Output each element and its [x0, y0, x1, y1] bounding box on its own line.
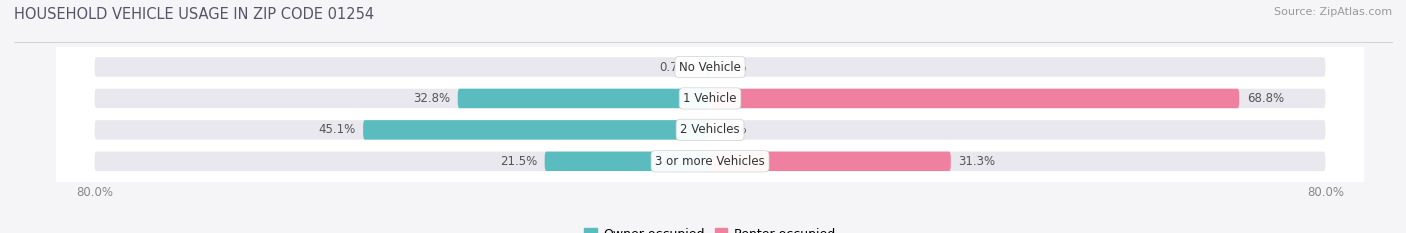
Text: 2 Vehicles: 2 Vehicles [681, 123, 740, 136]
FancyBboxPatch shape [704, 57, 710, 77]
Text: HOUSEHOLD VEHICLE USAGE IN ZIP CODE 01254: HOUSEHOLD VEHICLE USAGE IN ZIP CODE 0125… [14, 7, 374, 22]
FancyBboxPatch shape [94, 152, 1326, 171]
Text: 45.1%: 45.1% [318, 123, 356, 136]
FancyBboxPatch shape [94, 89, 1326, 108]
Text: 32.8%: 32.8% [413, 92, 450, 105]
FancyBboxPatch shape [544, 152, 710, 171]
FancyBboxPatch shape [94, 57, 1326, 77]
FancyBboxPatch shape [363, 120, 710, 140]
FancyBboxPatch shape [458, 89, 710, 108]
Text: 68.8%: 68.8% [1247, 92, 1284, 105]
Text: 0.71%: 0.71% [659, 61, 697, 74]
Text: 3 or more Vehicles: 3 or more Vehicles [655, 155, 765, 168]
Text: 21.5%: 21.5% [499, 155, 537, 168]
Text: 0.0%: 0.0% [717, 61, 748, 74]
Text: 1 Vehicle: 1 Vehicle [683, 92, 737, 105]
Text: Source: ZipAtlas.com: Source: ZipAtlas.com [1274, 7, 1392, 17]
FancyBboxPatch shape [710, 89, 1239, 108]
Text: 0.0%: 0.0% [717, 123, 748, 136]
Text: 31.3%: 31.3% [959, 155, 995, 168]
Text: No Vehicle: No Vehicle [679, 61, 741, 74]
Legend: Owner-occupied, Renter-occupied: Owner-occupied, Renter-occupied [579, 223, 841, 233]
FancyBboxPatch shape [710, 152, 950, 171]
FancyBboxPatch shape [94, 120, 1326, 140]
